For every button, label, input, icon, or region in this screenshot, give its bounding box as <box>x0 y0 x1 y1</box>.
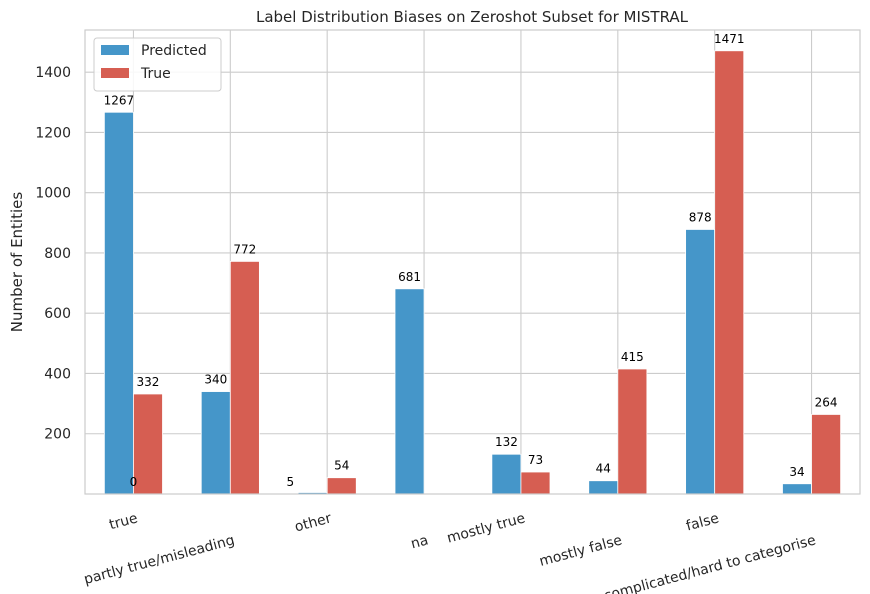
data-label: 44 <box>596 462 611 476</box>
bar-predicted <box>200 391 231 495</box>
data-label: 681 <box>398 270 421 284</box>
bar-true <box>229 260 260 495</box>
legend-label: True <box>140 66 171 82</box>
data-label: 264 <box>815 395 838 409</box>
data-label: 772 <box>233 242 256 256</box>
bar-predicted <box>782 483 812 495</box>
x-tick: na <box>409 532 430 552</box>
x-tick: complicated/hard to categorise <box>602 532 817 594</box>
x-tick-label: mostly true <box>445 510 527 546</box>
plot-frame <box>84 29 861 495</box>
y-axis-label: Number of Entities <box>8 192 26 333</box>
bar-true <box>133 393 163 495</box>
x-tick-label: other <box>293 510 333 535</box>
bar-true <box>714 50 745 495</box>
x-tick: other <box>293 510 333 535</box>
y-tick-label: 600 <box>44 306 71 322</box>
data-labels: 1267 340 5 681 132 44 878 34 332 772 54 73 415 1471 26… <box>104 32 838 489</box>
bar-predicted <box>103 111 134 495</box>
data-label: 132 <box>495 435 518 449</box>
bar-predicted <box>394 288 425 495</box>
legend-swatch-true <box>101 68 129 78</box>
x-tick: false <box>684 510 720 534</box>
y-tick-label: 800 <box>44 246 71 262</box>
bar-predicted <box>491 453 522 495</box>
x-tick-label: complicated/hard to categorise <box>602 532 817 594</box>
data-label: 0 <box>130 475 138 489</box>
data-label: 415 <box>621 350 644 364</box>
legend-swatch-predicted <box>101 45 129 55</box>
x-tick: partly true/misleading <box>82 532 236 588</box>
bar-predicted <box>685 229 716 495</box>
data-label: 1267 <box>104 93 135 107</box>
y-tick-label: 1400 <box>35 65 71 81</box>
legend: Predicted True <box>93 37 222 92</box>
x-tick: true <box>108 510 140 533</box>
data-label: 54 <box>334 459 349 473</box>
y-tick-label: 1000 <box>35 186 71 202</box>
x-tick: mostly true <box>445 510 527 546</box>
y-tick-label: 1200 <box>35 125 71 141</box>
legend-label: Predicted <box>141 43 207 59</box>
y-tick-label: 200 <box>44 427 71 443</box>
bar-true <box>520 471 551 495</box>
bars <box>103 50 842 495</box>
data-label: 1471 <box>714 32 745 46</box>
data-label: 73 <box>528 453 543 467</box>
bar-true <box>811 414 842 495</box>
y-tick-label: 400 <box>44 366 71 382</box>
x-tick: mostly false <box>538 532 624 569</box>
bar-true <box>617 368 648 495</box>
data-label: 878 <box>689 210 712 224</box>
data-label: 340 <box>204 373 227 387</box>
x-tick-label: false <box>684 510 720 534</box>
bar-predicted <box>588 480 619 495</box>
y-tick-labels: 200 400 600 800 1000 1200 1400 <box>35 65 71 443</box>
x-tick-label: partly true/misleading <box>82 532 236 588</box>
x-tick-label: true <box>108 510 140 533</box>
x-tick-label: mostly false <box>538 532 624 569</box>
data-label: 5 <box>286 475 294 489</box>
bar-true <box>326 477 357 495</box>
chart-title: Label Distribution Biases on Zeroshot Su… <box>256 8 689 26</box>
x-tick-label: na <box>409 532 430 552</box>
data-label: 34 <box>789 465 804 479</box>
data-label: 332 <box>137 375 160 389</box>
